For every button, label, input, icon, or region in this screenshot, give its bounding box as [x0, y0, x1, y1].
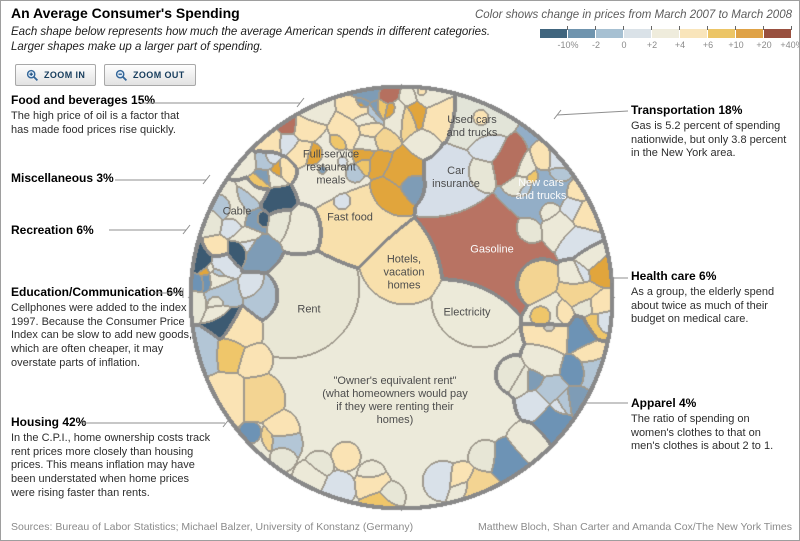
page-subtitle: Each shape below represents how much the… — [11, 25, 490, 55]
annotation-heading: Health care 6% — [631, 269, 717, 283]
legend-swatch — [764, 29, 792, 38]
annotation-health-care: Health care 6% As a group, the elderly s… — [631, 269, 799, 327]
legend-tick — [679, 26, 680, 30]
legend-tick — [567, 26, 568, 30]
annotation-transportation: Transportation 18% Gas is 5.2 percent of… — [631, 103, 799, 161]
legend-swatch — [540, 29, 568, 38]
legend-tick — [623, 26, 624, 30]
annotation-body: The high price of oil is a factor that h… — [11, 110, 180, 136]
zoom-in-label: ZOOM IN — [44, 70, 86, 80]
annotation-heading: Miscellaneous 3% — [11, 171, 114, 185]
zoom-out-button[interactable]: ZOOM OUT — [104, 64, 196, 86]
legend-swatch — [680, 29, 708, 38]
legend-swatch — [624, 29, 652, 38]
magnifier-plus-icon — [26, 69, 39, 81]
zoom-in-button[interactable]: ZOOM IN — [15, 64, 97, 86]
annotation-education: Education/Communication 6% Cellphones we… — [11, 285, 216, 370]
subtitle-line-2: Larger shapes make up a larger part of s… — [11, 41, 263, 54]
annotation-food: Food and beverages 15% The high price of… — [11, 93, 216, 137]
credit-note: Matthew Bloch, Shan Carter and Amanda Co… — [478, 521, 792, 533]
legend-tick-label: +4 — [674, 40, 686, 50]
legend-tick — [763, 26, 764, 30]
annotation-heading: Recreation 6% — [11, 223, 94, 237]
legend-tick-label: +10 — [728, 40, 744, 50]
subtitle-line-1: Each shape below represents how much the… — [11, 26, 491, 38]
annotation-body: The ratio of spending on women's clothes… — [631, 413, 774, 453]
annotation-heading: Transportation 18% — [631, 103, 743, 117]
annotation-body: In the C.P.I., home ownership costs trac… — [11, 432, 211, 499]
page-title: An Average Consumer's Spending — [11, 5, 240, 21]
annotation-body: As a group, the elderly spend about twic… — [631, 286, 775, 326]
legend-tick-label: -10% — [557, 40, 579, 50]
legend-swatch — [708, 29, 736, 38]
magnifier-minus-icon — [115, 69, 128, 81]
zoom-out-label: ZOOM OUT — [133, 70, 185, 80]
legend-swatch — [652, 29, 680, 38]
legend-tick-label: +20 — [756, 40, 772, 50]
legend-tick-label: -2 — [591, 40, 601, 50]
legend-tick-label: +40% — [780, 40, 799, 50]
annotation-miscellaneous: Miscellaneous 3% — [11, 171, 216, 188]
legend-tick-label: +2 — [646, 40, 658, 50]
annotation-body: Gas is 5.2 percent of spending nationwid… — [631, 120, 787, 160]
legend-swatch — [736, 29, 764, 38]
annotation-body: Cellphones were added to the index in 19… — [11, 302, 199, 369]
legend-swatch — [568, 29, 596, 38]
annotation-heading: Food and beverages 15% — [11, 93, 156, 107]
legend-title: Color shows change in prices from March … — [474, 9, 792, 21]
legend-swatch — [596, 29, 624, 38]
spending-treemap-canvas[interactable] — [183, 79, 619, 515]
annotation-housing: Housing 42% In the C.P.I., home ownershi… — [11, 415, 216, 500]
annotation-recreation: Recreation 6% — [11, 223, 216, 240]
legend-tick — [791, 26, 792, 30]
legend-tick-label: 0 — [621, 40, 627, 50]
legend-tick-label: +6 — [702, 40, 714, 50]
legend-tick — [735, 26, 736, 30]
legend-tick — [595, 26, 596, 30]
legend-ramp: -10% -2 0 +2 +4 +6 +10 +20 +40% — [540, 26, 799, 59]
annotation-apparel: Apparel 4% The ratio of spending on wome… — [631, 396, 799, 454]
legend-tick — [651, 26, 652, 30]
legend-tick — [707, 26, 708, 30]
annotation-heading: Housing 42% — [11, 415, 87, 429]
color-legend: Color shows change in prices from March … — [462, 9, 799, 59]
sources-note: Sources: Bureau of Labor Statistics; Mic… — [11, 521, 414, 533]
annotation-heading: Education/Communication 6% — [11, 285, 184, 299]
annotation-heading: Apparel 4% — [631, 396, 697, 410]
